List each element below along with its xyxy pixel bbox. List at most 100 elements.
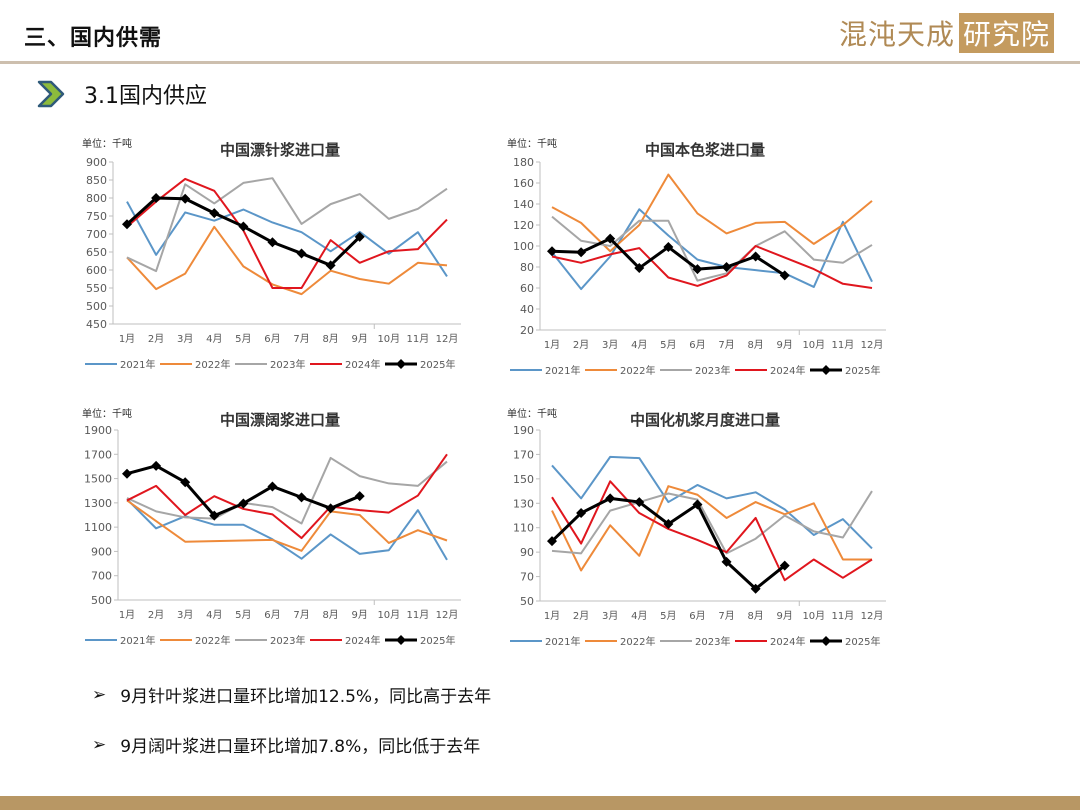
unit-label: 单位：千吨 [82, 407, 132, 420]
x-tick-label: 6月 [264, 333, 280, 345]
x-tick-label: 10月 [802, 610, 825, 622]
y-tick-label: 1300 [84, 497, 112, 510]
data-point-2025 [663, 519, 674, 530]
series-line-2024 [551, 245, 873, 289]
y-tick-label: 20 [520, 324, 534, 337]
y-tick-label: 450 [86, 318, 107, 331]
logo-text: 混沌天成 [838, 18, 955, 51]
y-tick-label: 650 [86, 246, 107, 259]
x-tick-label: 5月 [660, 339, 676, 351]
x-tick-label: 3月 [602, 339, 618, 351]
series-line-2023 [551, 215, 873, 282]
series-line-2022 [551, 173, 873, 253]
data-point-2025 [779, 270, 790, 281]
y-tick-label: 90 [520, 546, 534, 559]
y-tick-label: 1100 [84, 521, 112, 534]
chart-unbleached-imports: 单位：千吨 中国本色浆进口量 20 40 60 80 100 120 140 160 180 1月 2月… [505, 130, 905, 385]
section-title: 三、国内供需 [24, 26, 163, 51]
legend-label: 2023年 [695, 635, 730, 648]
x-tick-label: 5月 [235, 333, 251, 345]
x-tick-label: 11月 [407, 333, 430, 345]
bullet-item: ➢ 9月针叶浆进口量环比增加12.5%，同比高于去年 [92, 682, 491, 708]
series-line-2024 [126, 177, 448, 289]
y-tick-label: 750 [86, 210, 107, 223]
data-point-2025 [547, 536, 557, 547]
series-line-2022 [126, 225, 448, 296]
y-tick-label: 850 [86, 174, 107, 187]
data-point-2025 [267, 481, 278, 492]
legend-label: 2022年 [195, 358, 230, 371]
data-point-2025 [692, 499, 703, 510]
y-tick-label: 120 [513, 219, 534, 232]
y-tick-label: 800 [86, 192, 107, 205]
x-tick-label: 1月 [544, 610, 560, 622]
legend-label: 2021年 [545, 635, 580, 648]
data-point-2025 [779, 560, 790, 571]
logo-box-text: 研究院 [958, 13, 1054, 53]
y-tick-label: 500 [91, 594, 112, 607]
y-tick-label: 1700 [84, 448, 112, 461]
x-tick-label: 2月 [573, 610, 589, 622]
data-point-2025 [209, 208, 220, 219]
series-line-2021 [551, 208, 873, 291]
y-tick-label: 600 [86, 264, 107, 277]
x-tick-label: 1月 [119, 333, 135, 345]
legend-label: 2025年 [420, 358, 455, 371]
data-point-2025 [151, 193, 162, 203]
x-tick-label: 1月 [119, 609, 135, 621]
legend-label: 2024年 [770, 364, 805, 377]
x-tick-label: 10月 [377, 609, 400, 621]
chevron-right-icon [37, 80, 65, 108]
series-line-2021 [126, 498, 448, 561]
x-tick-label: 12月 [436, 609, 459, 621]
series-line-2023 [126, 177, 448, 273]
x-tick-label: 10月 [377, 333, 400, 345]
data-point-2025 [547, 246, 557, 257]
y-tick-label: 700 [86, 228, 107, 241]
x-tick-label: 10月 [802, 339, 825, 351]
x-tick-label: 6月 [264, 609, 280, 621]
data-point-2025 [721, 556, 732, 567]
y-tick-label: 40 [520, 303, 534, 316]
x-tick-label: 12月 [861, 610, 884, 622]
x-tick-label: 8月 [747, 610, 763, 622]
y-tick-label: 500 [86, 300, 107, 313]
data-point-2025 [721, 262, 732, 272]
y-tick-label: 180 [513, 156, 534, 169]
chart-title: 中国化机浆月度进口量 [630, 411, 780, 429]
y-tick-label: 140 [513, 198, 534, 211]
y-tick-label: 900 [91, 545, 112, 558]
legend-marker [821, 636, 831, 646]
y-tick-label: 700 [91, 570, 112, 583]
x-tick-label: 9月 [352, 333, 368, 345]
series-line-2024 [551, 480, 873, 582]
legend-label: 2021年 [120, 358, 155, 371]
x-tick-label: 3月 [177, 333, 193, 345]
data-point-2025 [750, 583, 761, 594]
arrow-bullet-icon: ➢ [92, 684, 107, 705]
y-tick-label: 100 [513, 240, 534, 253]
data-point-2025 [634, 263, 645, 274]
y-tick-label: 170 [513, 448, 534, 461]
data-point-2025 [122, 468, 132, 479]
data-point-2025 [151, 460, 162, 471]
legend-label: 2025年 [845, 364, 880, 377]
chart-mechanical-pulp-imports: 单位：千吨 中国化机浆月度进口量 50 70 90 110 130 150 170 190 1月 2月… [505, 400, 905, 655]
legend-label: 2021年 [545, 364, 580, 377]
footer-bar [0, 796, 1080, 810]
legend-label: 2023年 [695, 364, 730, 377]
bullet-item: ➢ 9月阔叶浆进口量环比增加7.8%，同比低于去年 [92, 732, 480, 758]
x-tick-label: 6月 [689, 339, 705, 351]
x-tick-label: 9月 [777, 339, 793, 351]
data-point-2025 [354, 491, 365, 502]
x-tick-label: 2月 [148, 609, 164, 621]
data-point-2025 [605, 233, 616, 244]
data-point-2025 [325, 503, 336, 514]
x-tick-label: 3月 [602, 610, 618, 622]
x-tick-label: 7月 [718, 610, 734, 622]
chart-title: 中国漂针浆进口量 [220, 141, 340, 159]
x-tick-label: 7月 [293, 333, 309, 345]
legend-label: 2022年 [620, 364, 655, 377]
y-tick-label: 160 [513, 177, 534, 190]
x-tick-label: 4月 [206, 333, 222, 345]
